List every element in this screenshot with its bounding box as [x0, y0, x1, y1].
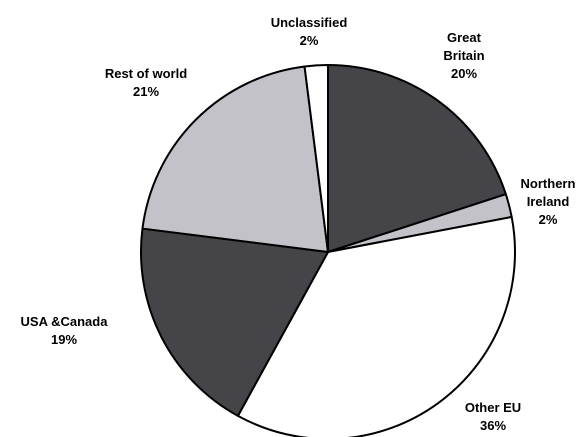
- slice-percent: 19%: [51, 332, 77, 347]
- slice-percent: 2%: [300, 33, 319, 48]
- slice-percent: 36%: [480, 418, 506, 433]
- slice-percent: 21%: [133, 84, 159, 99]
- slice-label: Rest of world 21%: [105, 66, 187, 99]
- pie-slice-unclassified: [303, 63, 329, 253]
- slice-name: Ireland: [527, 194, 570, 209]
- slice-percent: 20%: [451, 66, 477, 81]
- slice-name: Britain: [443, 48, 484, 63]
- pie-slice-usa-canada: [139, 227, 329, 417]
- slice-label: Northern Ireland 2%: [521, 176, 576, 227]
- slice-label: Great Britain 20%: [443, 30, 484, 81]
- slice-name: Great: [447, 30, 482, 45]
- slice-label: Other EU 36%: [465, 400, 521, 433]
- pie-slice-great-britain: [327, 64, 507, 253]
- pie-slice-rest-of-world: [141, 65, 329, 253]
- slice-name: Unclassified: [271, 15, 348, 30]
- pie-slice-other-eu: [236, 215, 516, 437]
- slice-name: Other EU: [465, 400, 521, 415]
- slice-percent: 2%: [539, 212, 558, 227]
- slice-name: Northern: [521, 176, 576, 191]
- slice-name: Rest of world: [105, 66, 187, 81]
- slice-label: Unclassified 2%: [271, 15, 348, 48]
- pie-labels: Great Britain 20% Northern Ireland 2% Other EU…: [21, 15, 576, 433]
- slice-name: USA &Canada: [21, 314, 109, 329]
- pie-slices: [139, 63, 516, 437]
- slice-label: USA &Canada 19%: [21, 314, 109, 347]
